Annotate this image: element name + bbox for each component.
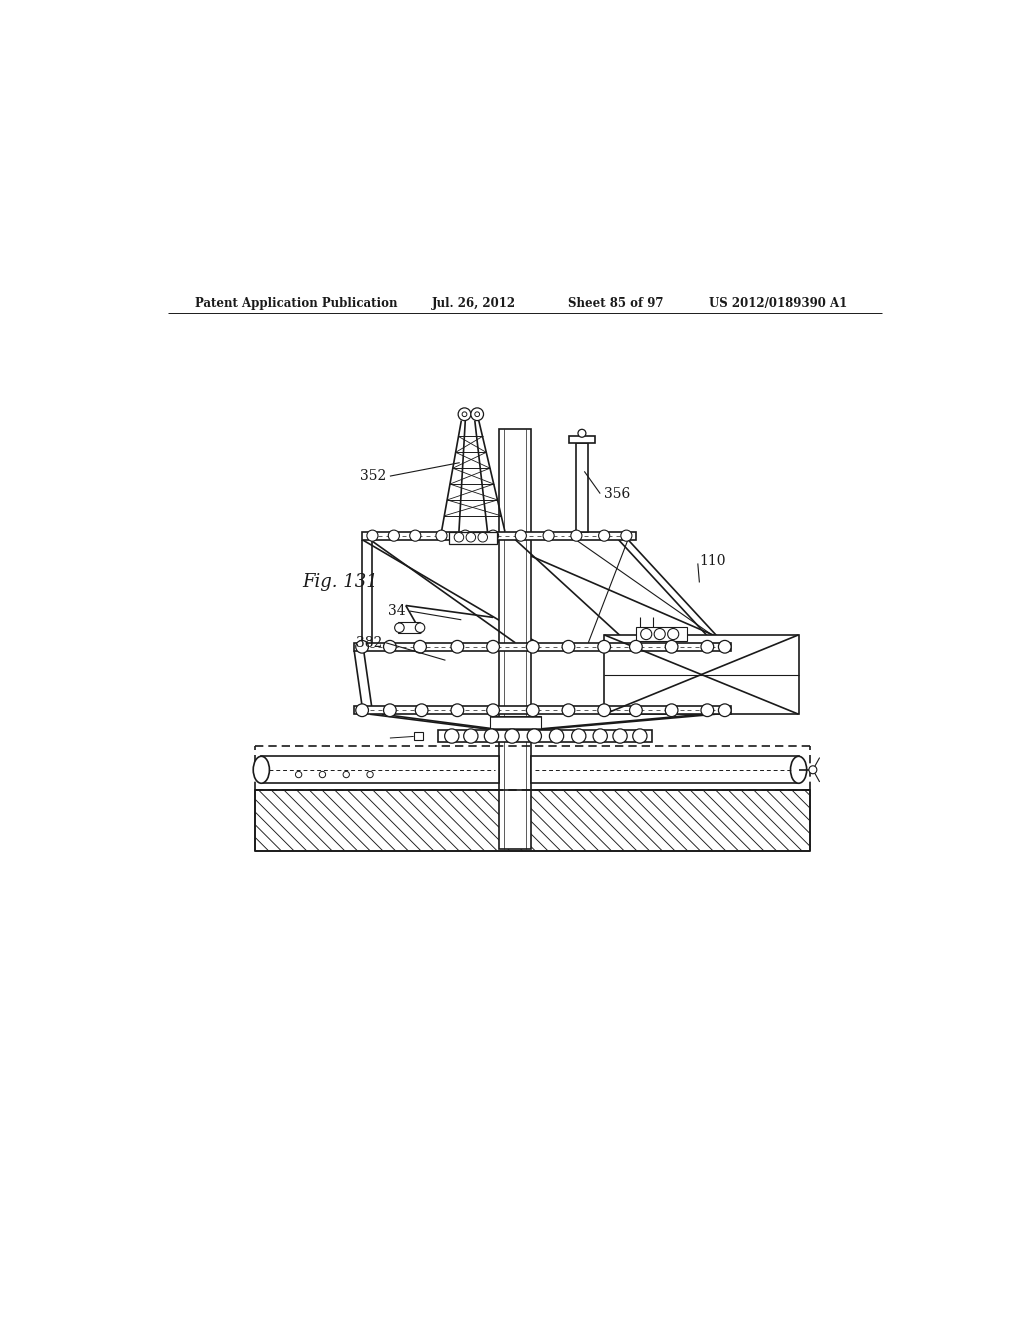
Circle shape <box>384 704 396 717</box>
Bar <box>500 429 531 849</box>
Circle shape <box>367 771 373 777</box>
Circle shape <box>462 412 467 417</box>
Bar <box>575 442 588 532</box>
Bar <box>255 789 811 850</box>
Circle shape <box>578 429 586 437</box>
Bar <box>450 532 497 544</box>
Circle shape <box>486 640 500 653</box>
Circle shape <box>666 704 678 717</box>
Bar <box>604 635 799 714</box>
Ellipse shape <box>791 756 807 783</box>
Circle shape <box>319 771 326 777</box>
Circle shape <box>505 729 519 743</box>
Circle shape <box>613 729 627 743</box>
Circle shape <box>527 729 542 743</box>
Circle shape <box>367 531 378 541</box>
Circle shape <box>388 531 399 541</box>
Text: 352: 352 <box>359 469 386 483</box>
Circle shape <box>543 531 554 541</box>
Circle shape <box>355 640 369 653</box>
Circle shape <box>416 623 425 632</box>
Circle shape <box>621 531 632 541</box>
Bar <box>636 627 687 642</box>
Circle shape <box>444 729 459 743</box>
Text: 382: 382 <box>355 636 382 649</box>
Circle shape <box>416 704 428 717</box>
Circle shape <box>550 729 563 743</box>
Circle shape <box>343 771 349 777</box>
Text: 356: 356 <box>604 487 631 500</box>
Text: 110: 110 <box>699 554 726 568</box>
Circle shape <box>464 729 478 743</box>
Circle shape <box>598 640 610 653</box>
Circle shape <box>526 704 539 717</box>
Circle shape <box>719 640 731 653</box>
Text: 34: 34 <box>388 605 406 618</box>
Circle shape <box>630 704 642 717</box>
Circle shape <box>719 704 731 717</box>
Circle shape <box>487 531 499 541</box>
Circle shape <box>570 531 582 541</box>
Bar <box>362 532 636 540</box>
Circle shape <box>641 628 652 640</box>
Circle shape <box>460 531 471 541</box>
Bar <box>437 730 652 742</box>
Circle shape <box>484 729 499 743</box>
Circle shape <box>436 531 447 541</box>
Circle shape <box>296 771 302 777</box>
Bar <box>531 756 799 783</box>
Text: Sheet 85 of 97: Sheet 85 of 97 <box>568 297 664 310</box>
Circle shape <box>593 729 607 743</box>
Circle shape <box>526 640 539 653</box>
Circle shape <box>515 531 526 541</box>
Bar <box>354 706 731 714</box>
Circle shape <box>598 704 610 717</box>
Bar <box>489 715 541 729</box>
Circle shape <box>562 704 574 717</box>
Circle shape <box>394 623 404 632</box>
Circle shape <box>451 640 464 653</box>
Circle shape <box>809 766 817 774</box>
Circle shape <box>478 532 487 543</box>
Text: US 2012/0189390 A1: US 2012/0189390 A1 <box>709 297 847 310</box>
Circle shape <box>455 532 464 543</box>
Circle shape <box>654 628 666 640</box>
Circle shape <box>630 640 642 653</box>
Circle shape <box>633 729 647 743</box>
Circle shape <box>562 640 574 653</box>
Circle shape <box>475 412 479 417</box>
Text: Jul. 26, 2012: Jul. 26, 2012 <box>432 297 516 310</box>
Circle shape <box>666 640 678 653</box>
Circle shape <box>701 704 714 717</box>
Circle shape <box>701 640 714 653</box>
Text: Patent Application Publication: Patent Application Publication <box>196 297 398 310</box>
Circle shape <box>384 640 396 653</box>
Circle shape <box>486 704 500 717</box>
Bar <box>569 437 595 442</box>
Circle shape <box>410 531 421 541</box>
Text: Fig. 131: Fig. 131 <box>303 573 378 590</box>
Ellipse shape <box>253 756 269 783</box>
Circle shape <box>571 729 586 743</box>
Bar <box>354 643 731 651</box>
Circle shape <box>355 704 369 717</box>
Circle shape <box>668 628 679 640</box>
Circle shape <box>451 704 464 717</box>
Circle shape <box>599 531 609 541</box>
Bar <box>255 789 811 850</box>
Bar <box>397 622 420 634</box>
Circle shape <box>471 408 483 421</box>
Bar <box>261 756 500 783</box>
Circle shape <box>458 408 471 421</box>
Circle shape <box>466 532 475 543</box>
Circle shape <box>414 640 426 653</box>
Bar <box>414 733 423 741</box>
